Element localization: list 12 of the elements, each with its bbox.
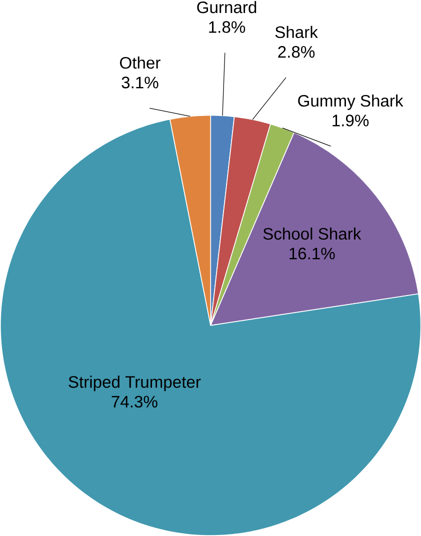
data-label: 16.1% [290,248,335,260]
data-label: 74.3% [112,396,158,408]
data-label: 3.1% [122,76,158,88]
slice-label: School Shark [263,228,362,240]
slice-label: Other [120,56,160,69]
data-label: 2.8% [278,46,314,58]
slice-label: Gummy Shark [298,94,404,110]
data-label: 1.8% [209,21,245,33]
slice-label: Gurnard [197,1,256,14]
slice-label: Shark [275,26,318,38]
data-label: 1.9% [332,114,368,126]
slice-label: Striped Trumpeter [68,376,201,392]
